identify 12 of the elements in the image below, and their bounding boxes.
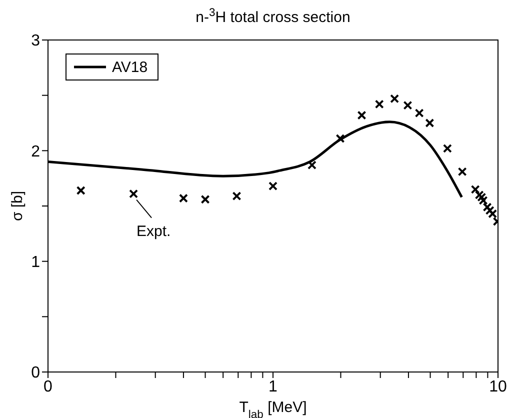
annotation: Expt. [136, 222, 171, 240]
y-tick-label: 1 [31, 254, 40, 272]
x-tick-label: 1 [268, 378, 278, 396]
y-tick-label: 3 [31, 32, 40, 50]
chart-title: n-$^{3}$H total cross section [196, 7, 350, 26]
x-tick-label: 0 [44, 378, 53, 396]
y-tick-label: 2 [31, 143, 40, 160]
y-tick-label: 0 [31, 364, 40, 382]
x-tick-label: 10 [489, 378, 507, 396]
x-axis-title: T$_{lab}$ [MeV] [239, 399, 307, 418]
y-axis-title: σ [b] [9, 190, 26, 222]
legend-label: AV18 [112, 59, 148, 76]
